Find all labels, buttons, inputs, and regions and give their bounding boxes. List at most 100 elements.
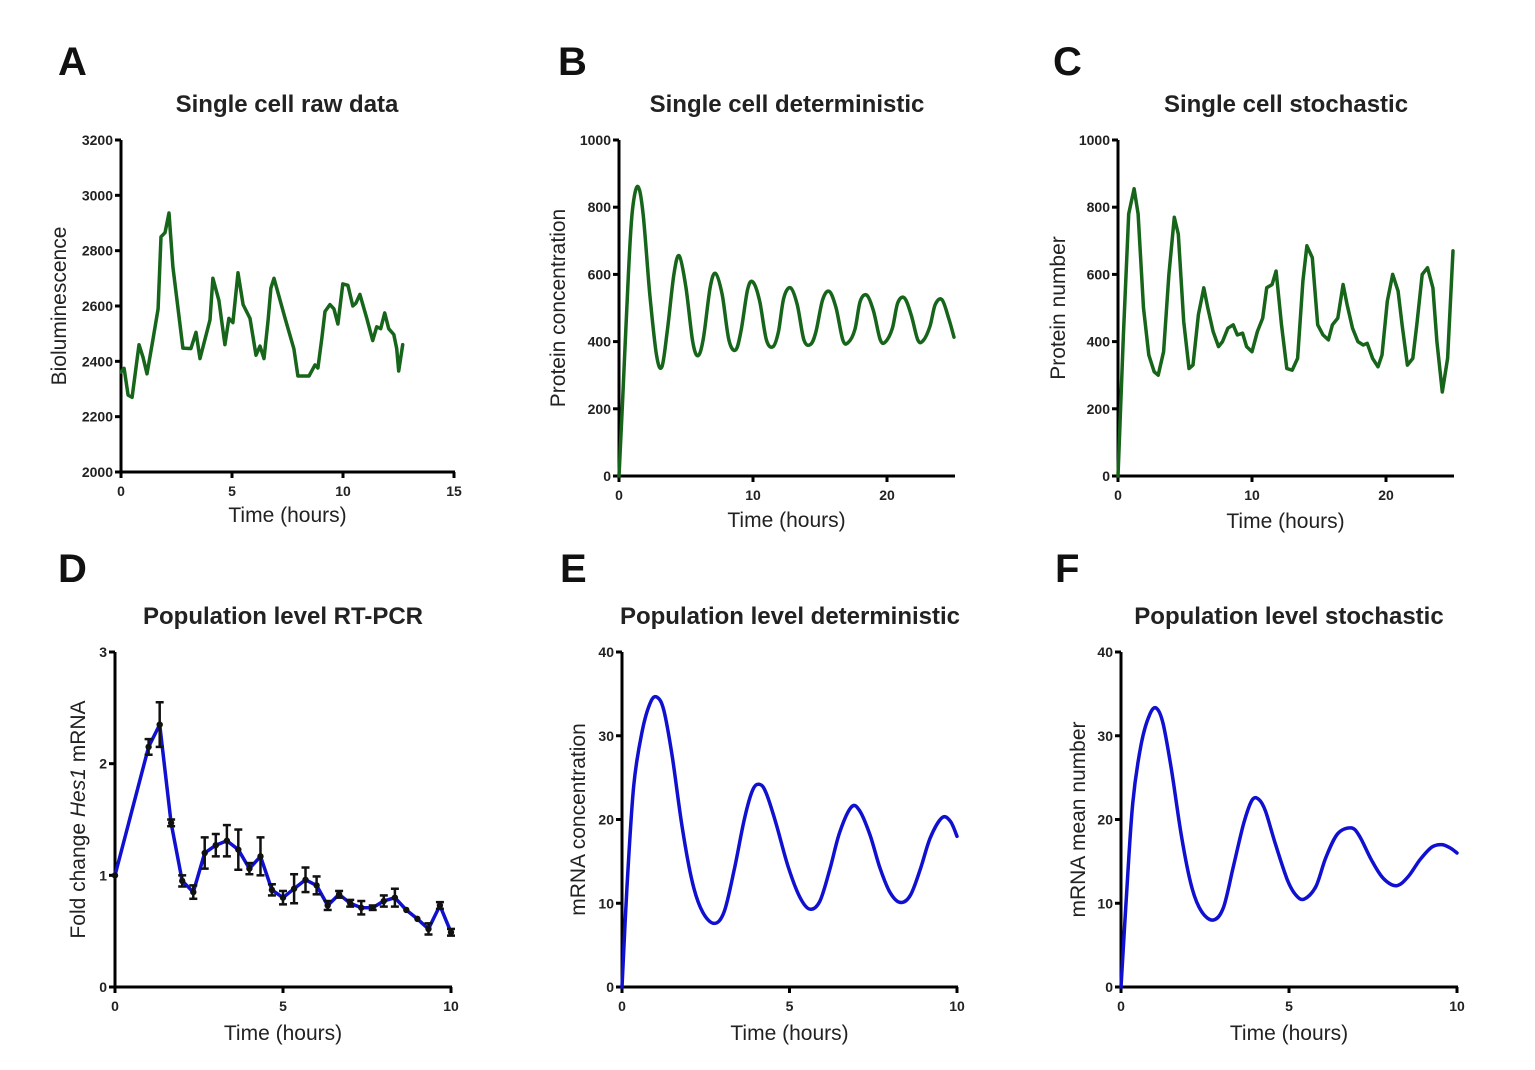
- panel-letter: D: [58, 547, 87, 591]
- y-tick-label: 20: [1097, 812, 1113, 828]
- y-axis-label: mRNA concentration: [567, 723, 590, 916]
- x-tick-label: 0: [117, 483, 125, 499]
- chart-title: Single cell raw data: [176, 91, 399, 118]
- data-point: [436, 902, 444, 909]
- y-tick-label: 30: [598, 728, 614, 744]
- chart-title: Single cell stochastic: [1164, 91, 1408, 118]
- data-point: [403, 906, 410, 914]
- panel-a: A Single cell raw data 0 5 10 15 2000 2200 2400 2…: [48, 40, 462, 527]
- data-point: [425, 925, 432, 933]
- data-point: [335, 891, 343, 898]
- data-point: [290, 885, 298, 892]
- y-tick-label: 1000: [1079, 132, 1110, 148]
- data-point: [268, 886, 276, 894]
- y-tick-label: 2400: [82, 353, 113, 369]
- x-tick-label: 10: [745, 487, 761, 503]
- chart-title: Population level stochastic: [1134, 603, 1443, 630]
- panel-e: E Population level deterministic 0 5 10 0 10 20…: [560, 547, 965, 1045]
- data-point: [447, 929, 455, 936]
- x-axis-label: Time (hours): [224, 1022, 342, 1045]
- data-point: [369, 904, 376, 911]
- panel-letter: B: [558, 40, 587, 84]
- y-tick-label: 400: [1087, 334, 1111, 350]
- x-tick-label: 5: [228, 483, 236, 499]
- y-tick-label: 800: [588, 199, 612, 215]
- data-point: [201, 849, 208, 857]
- series-line-f: [1119, 705, 1459, 989]
- panel-letter: C: [1053, 40, 1082, 84]
- x-axis-label: Time (hours): [1230, 1022, 1348, 1045]
- y-tick-label: 40: [598, 644, 614, 660]
- y-tick-label: 2000: [82, 464, 113, 480]
- y-tick-label: 2600: [82, 298, 113, 314]
- y-tick-label: 10: [598, 895, 614, 911]
- y-tick-label: 1000: [580, 132, 611, 148]
- x-axis-label: Time (hours): [228, 504, 346, 527]
- x-axis-label: Time (hours): [727, 509, 845, 532]
- x-tick-label: 0: [111, 998, 119, 1014]
- x-tick-label: 15: [446, 483, 462, 499]
- y-axis-label: Protein number: [1047, 236, 1070, 380]
- y-tick-label: 0: [603, 468, 611, 484]
- y-tick-label: 200: [588, 401, 612, 417]
- data-point: [246, 865, 253, 872]
- data-point: [223, 837, 231, 844]
- y-tick-label: 3200: [82, 132, 113, 148]
- data-point: [313, 882, 320, 889]
- chart-title: Population level RT-PCR: [143, 603, 423, 630]
- y-tick-label: 3000: [82, 187, 113, 203]
- panel-letter: A: [58, 40, 87, 84]
- data-point: [212, 841, 219, 849]
- data-point: [324, 902, 331, 909]
- y-tick-label: 0: [1102, 468, 1110, 484]
- y-tick-label: 1: [99, 867, 107, 883]
- panel-letter: F: [1055, 547, 1079, 591]
- series-line-c: [1116, 186, 1455, 478]
- x-tick-label: 0: [615, 487, 623, 503]
- chart-title: Single cell deterministic: [650, 91, 925, 118]
- y-tick-label: 0: [1105, 979, 1113, 995]
- data-point: [302, 876, 309, 883]
- x-axis-label: Time (hours): [1226, 510, 1344, 533]
- x-tick-label: 0: [1114, 487, 1122, 503]
- x-tick-label: 5: [1285, 998, 1293, 1014]
- y-tick-label: 800: [1087, 199, 1111, 215]
- panel-d: D Population level RT-PCR 0 5 10 0 1 2 3 Time (ho…: [58, 547, 459, 1045]
- series-line-e: [620, 694, 959, 989]
- y-axis-label-part: Fold change: [67, 817, 90, 938]
- x-tick-label: 20: [879, 487, 895, 503]
- y-tick-label: 2: [99, 756, 107, 772]
- y-axis-label: mRNA mean number: [1067, 721, 1090, 917]
- series-line-b: [617, 184, 956, 478]
- x-tick-label: 20: [1378, 487, 1394, 503]
- y-tick-label: 600: [1087, 266, 1111, 282]
- data-point: [347, 900, 354, 907]
- x-tick-label: 10: [949, 998, 965, 1014]
- data-point: [391, 894, 399, 901]
- panel-f: F Population level stochastic 0 5 10 0 10 20 30 4…: [1055, 547, 1465, 1045]
- data-point: [156, 721, 163, 728]
- x-axis-label: Time (hours): [730, 1022, 848, 1045]
- y-axis-label-part: mRNA: [67, 700, 90, 768]
- x-tick-label: 0: [618, 998, 626, 1014]
- y-tick-label: 600: [588, 266, 612, 282]
- y-tick-label: 20: [598, 812, 614, 828]
- y-tick-label: 30: [1097, 728, 1113, 744]
- y-tick-label: 2200: [82, 409, 113, 425]
- chart-title: Population level deterministic: [620, 603, 960, 630]
- y-axis-label: Protein concentration: [547, 209, 570, 407]
- x-tick-label: 10: [335, 483, 351, 499]
- y-tick-label: 10: [1097, 895, 1113, 911]
- x-tick-label: 5: [279, 998, 287, 1014]
- data-point: [257, 853, 264, 860]
- y-tick-label: 2800: [82, 243, 113, 259]
- y-tick-label: 200: [1087, 401, 1111, 417]
- data-point: [380, 897, 387, 905]
- y-tick-label: 40: [1097, 644, 1113, 660]
- data-point: [358, 904, 365, 911]
- y-tick-label: 0: [99, 979, 107, 995]
- y-tick-label: 0: [606, 979, 614, 995]
